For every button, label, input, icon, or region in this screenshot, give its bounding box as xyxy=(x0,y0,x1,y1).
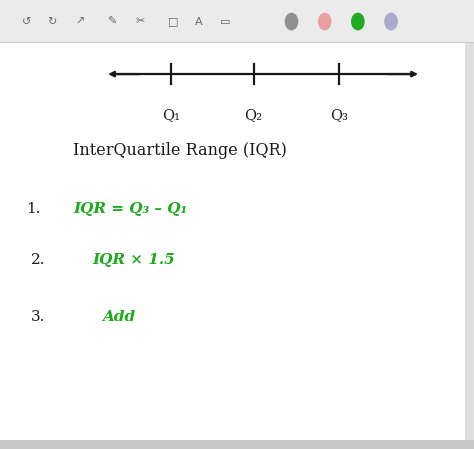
Text: 3.: 3. xyxy=(31,309,45,324)
Text: □: □ xyxy=(168,17,178,26)
Bar xyxy=(0,0,474,42)
Text: ↗: ↗ xyxy=(76,17,85,26)
Ellipse shape xyxy=(384,13,398,31)
Text: 2.: 2. xyxy=(31,253,46,268)
Text: Add: Add xyxy=(102,309,135,324)
Ellipse shape xyxy=(285,13,298,31)
Text: ✎: ✎ xyxy=(107,17,116,26)
Text: Q₂: Q₂ xyxy=(245,108,263,122)
Bar xyxy=(465,42,474,440)
Ellipse shape xyxy=(351,13,365,31)
Bar xyxy=(0,440,474,449)
Text: ▭: ▭ xyxy=(220,17,230,26)
Text: A: A xyxy=(195,17,203,26)
Text: ↺: ↺ xyxy=(21,17,31,26)
Text: ↻: ↻ xyxy=(47,17,57,26)
Ellipse shape xyxy=(318,13,331,31)
Text: InterQuartile Range (IQR): InterQuartile Range (IQR) xyxy=(73,142,287,159)
Text: Q₃: Q₃ xyxy=(330,108,348,122)
Text: 1.: 1. xyxy=(26,202,41,216)
Text: ✂: ✂ xyxy=(135,17,145,26)
Text: IQR × 1.5: IQR × 1.5 xyxy=(92,253,175,268)
Text: IQR = Q₃ – Q₁: IQR = Q₃ – Q₁ xyxy=(73,202,188,216)
Text: Q₁: Q₁ xyxy=(162,108,180,122)
